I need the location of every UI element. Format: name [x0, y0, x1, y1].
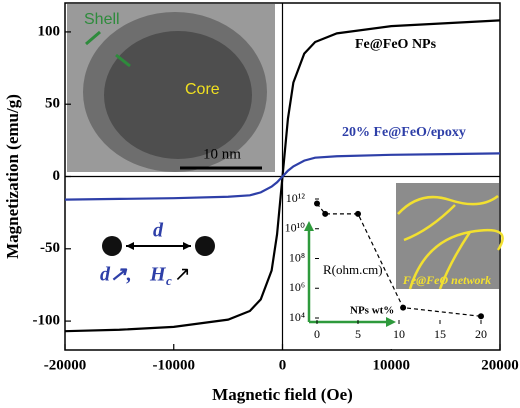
inset-y-label: R(ohm.cm) [323, 262, 383, 277]
trend-h: H [149, 264, 167, 286]
x-tick-label: 20000 [481, 357, 519, 373]
network-lines [397, 194, 504, 290]
distance-label: d [153, 220, 164, 242]
x-tick-label: -20000 [44, 357, 87, 373]
inset-x-tick-label: 20 [475, 327, 487, 341]
inset-point [355, 210, 361, 217]
x-tick-label: 10000 [373, 357, 411, 373]
shell-arrow [85, 30, 101, 46]
inset-x-tick-label: 10 [393, 327, 405, 341]
particle [102, 236, 122, 256]
inset-y-tick-label: 10⁸ [289, 250, 305, 264]
inset-x-label: NPs wt% [350, 305, 394, 317]
inset-axis-arrow [304, 221, 314, 231]
inset-point [322, 210, 329, 217]
trend-d: d↗, [100, 264, 132, 286]
inset-y-tick-label: 10¹² [286, 191, 306, 205]
arrow-heads [126, 242, 191, 250]
inset-axis-arrow [386, 317, 396, 327]
scale-bar-label: 10 nm [203, 146, 241, 162]
shell-label: Shell [84, 11, 120, 28]
particle-core [104, 31, 252, 159]
schematic: d d↗, H c ↗ [100, 220, 215, 288]
y-tick-label: -50 [40, 240, 60, 256]
x-tick-label: 0 [279, 357, 287, 373]
inset-y-tick-label: 10¹⁰ [285, 221, 306, 235]
trend-h-arrow: ↗ [174, 264, 191, 286]
series-label: 20% Fe@FeO/epoxy [342, 125, 466, 140]
series-line [64, 152, 501, 201]
y-tick-label: 100 [38, 23, 61, 39]
shell-arrow [115, 53, 131, 68]
trend-h-sub: c [166, 273, 172, 288]
inset-plot: Fe@FeO network 10⁴ 10⁶ 10⁸ 10¹⁰ 10¹² 0 5 10 15 20 N… [284, 182, 504, 349]
y-tick-label: 0 [53, 168, 61, 184]
inset-line [316, 203, 482, 317]
inset-y-tick-label: 10⁴ [289, 310, 305, 324]
y-tick-label: -100 [33, 313, 61, 329]
x-tick-label: -10000 [153, 357, 196, 373]
y-axis-label: Magnetization (emu/g) [3, 94, 22, 259]
inset-point [478, 313, 484, 320]
network-label: Fe@FeO network [402, 273, 491, 287]
particle [195, 236, 215, 256]
inset-x-tick-label: 0 [314, 327, 320, 341]
inset-point [314, 200, 320, 207]
inset-x-tick-label: 5 [355, 327, 361, 341]
inset-x-tick-label: 15 [434, 327, 446, 341]
y-tick-label: 50 [45, 96, 60, 112]
x-axis-label: Magnetic field (Oe) [212, 385, 353, 404]
tem-inset: Shell Core 10 nm [67, 4, 275, 172]
inset-y-tick-label: 10⁶ [289, 280, 305, 294]
core-label: Core [185, 81, 220, 98]
series-label: Fe@FeO NPs [355, 37, 437, 52]
inset-point [400, 304, 407, 311]
